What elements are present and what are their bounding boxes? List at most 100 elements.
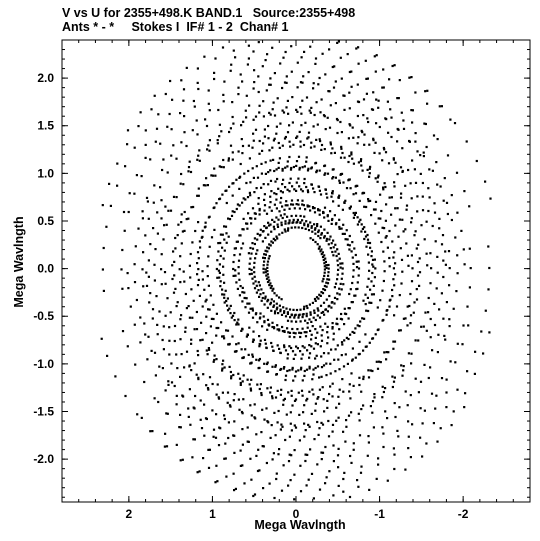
uv-point <box>301 379 304 382</box>
uv-point <box>332 246 335 249</box>
uv-point <box>273 220 276 223</box>
uv-point <box>430 267 433 270</box>
uv-point <box>326 196 329 199</box>
uv-point <box>369 369 372 372</box>
uv-point <box>321 451 325 454</box>
uv-point <box>329 385 332 388</box>
uv-point <box>162 348 165 351</box>
uv-point <box>267 221 270 224</box>
uv-point <box>281 109 284 112</box>
uv-point <box>319 193 323 196</box>
uv-point <box>421 455 424 458</box>
uv-point <box>323 216 326 219</box>
uv-point <box>226 297 229 300</box>
uv-point <box>338 368 341 371</box>
uv-point <box>305 156 308 159</box>
uv-point <box>467 324 470 327</box>
uv-point <box>156 232 159 235</box>
uv-point <box>190 288 193 291</box>
uv-point <box>141 217 144 220</box>
uv-point <box>364 333 367 336</box>
uv-point <box>282 306 285 309</box>
uv-point <box>372 426 375 429</box>
uv-point <box>236 321 239 324</box>
uv-point <box>218 271 221 274</box>
uv-point <box>366 117 369 120</box>
uv-point <box>373 396 376 399</box>
uv-point <box>295 320 298 323</box>
uv-point <box>337 204 340 207</box>
uv-point <box>312 238 315 241</box>
uv-point <box>240 124 243 127</box>
uv-point <box>129 305 132 308</box>
uv-point <box>320 253 323 256</box>
uv-point <box>391 64 394 68</box>
uv-point <box>342 365 346 368</box>
uv-point <box>196 471 199 474</box>
uv-point <box>342 94 345 97</box>
uv-point <box>254 115 258 118</box>
uv-point <box>329 235 332 238</box>
uv-point <box>275 198 278 201</box>
uv-point <box>241 412 244 415</box>
uv-point <box>205 124 209 128</box>
uv-point <box>228 404 232 407</box>
uv-point <box>374 70 377 73</box>
uv-point <box>324 445 327 449</box>
uv-point <box>381 426 384 429</box>
uv-point <box>384 219 387 222</box>
uv-point <box>101 204 104 207</box>
uv-point <box>350 85 353 88</box>
uv-point <box>281 144 284 147</box>
uv-point <box>449 360 452 363</box>
uv-point <box>288 181 291 185</box>
uv-point <box>364 230 367 233</box>
uv-point <box>445 301 448 304</box>
uv-point <box>278 296 281 299</box>
uv-point <box>382 390 385 394</box>
uv-point <box>314 62 317 65</box>
uv-point <box>228 365 231 368</box>
uv-point <box>290 45 293 48</box>
uv-point <box>420 325 423 328</box>
uv-point <box>301 345 304 348</box>
uv-point <box>302 308 306 311</box>
uv-point <box>164 432 167 435</box>
uv-point <box>283 330 286 333</box>
uv-point <box>271 241 274 244</box>
uv-point <box>269 179 273 182</box>
uv-point <box>160 253 163 256</box>
uv-point <box>334 102 337 105</box>
uv-point <box>410 76 413 79</box>
uv-point <box>139 316 142 319</box>
uv-point <box>332 239 335 242</box>
uv-point <box>146 200 149 203</box>
uv-point <box>402 230 405 233</box>
uv-point <box>421 181 424 185</box>
uv-point <box>452 307 455 310</box>
uv-point <box>449 118 452 121</box>
uv-point <box>216 480 219 483</box>
uv-point <box>179 413 182 416</box>
uv-point <box>433 202 436 205</box>
uv-point <box>391 385 394 389</box>
uv-point <box>379 193 382 196</box>
uv-point <box>312 316 315 319</box>
uv-point <box>196 81 199 84</box>
uv-point <box>275 472 278 475</box>
uv-point <box>332 254 335 257</box>
uv-point <box>174 236 177 240</box>
uv-point <box>288 155 291 159</box>
uv-point <box>242 228 245 231</box>
uv-point <box>360 129 363 132</box>
uv-point <box>351 330 354 334</box>
uv-point <box>351 358 354 361</box>
uv-point <box>213 77 216 81</box>
uv-point <box>173 384 176 388</box>
uv-point <box>393 181 396 184</box>
uv-point <box>311 206 315 209</box>
uv-point <box>320 98 323 101</box>
uv-point <box>167 383 170 386</box>
uv-point <box>222 335 225 338</box>
uv-point <box>436 271 439 274</box>
